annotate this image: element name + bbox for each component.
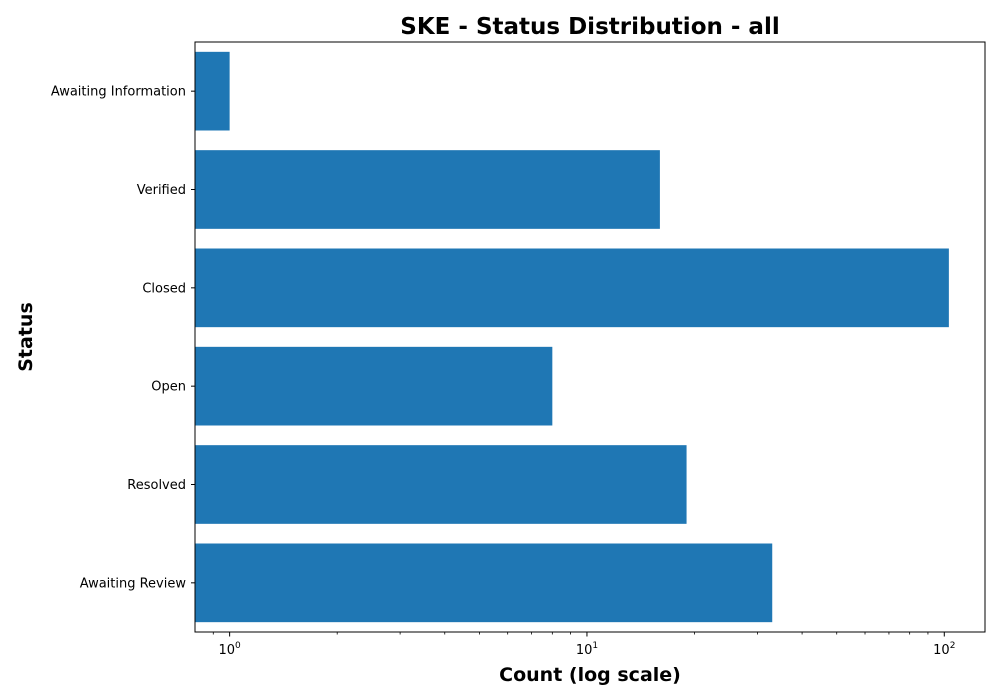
y-axis-ticks: Awaiting Information Verified Closed Open Re…	[51, 85, 195, 591]
x-tick-label: 100	[218, 641, 241, 658]
x-axis-label: Count (log scale)	[499, 664, 681, 686]
y-tick-label: Resolved	[127, 478, 186, 493]
bar-resolved	[195, 445, 687, 524]
y-tick-label: Open	[151, 380, 186, 395]
x-tick-label: 102	[933, 641, 955, 658]
bar-awaiting-information	[195, 51, 230, 131]
x-tick-label: 101	[576, 641, 598, 658]
bar-verified	[195, 150, 660, 229]
y-tick-label: Closed	[142, 281, 186, 296]
y-tick-label: Awaiting Review	[80, 576, 187, 591]
y-tick-label: Awaiting Information	[51, 85, 186, 100]
bar-open	[195, 346, 553, 426]
plot-frame	[194, 41, 986, 633]
bars-group	[195, 51, 949, 623]
bar-awaiting-review	[195, 543, 773, 623]
y-tick-label: Verified	[137, 183, 186, 198]
y-axis-label: Status	[15, 302, 37, 372]
chart-title: SKE - Status Distribution - all	[400, 14, 779, 40]
x-axis-ticks: 100 101 102	[212, 632, 955, 658]
bar-closed	[195, 248, 949, 328]
